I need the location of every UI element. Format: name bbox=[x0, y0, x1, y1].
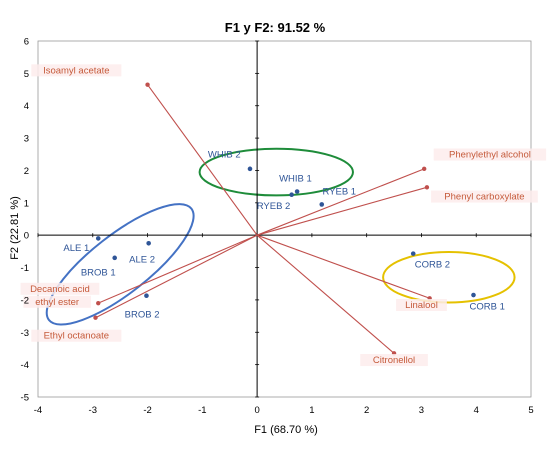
variable-label-bg bbox=[31, 329, 122, 342]
variable-vector bbox=[256, 234, 430, 299]
variable-label-bg bbox=[31, 64, 122, 77]
tick-labels: -4 -3 -2 -1 0 1 2 3 4 5 -5 -4 -3 -2 -1 0 1 2 3 4 5 6 bbox=[21, 37, 534, 417]
observation-label: BROB 1 bbox=[81, 267, 116, 278]
y-axis-label: F2 (22.81 %) bbox=[9, 196, 21, 260]
variable-point bbox=[421, 166, 427, 172]
variable-label-bg bbox=[431, 190, 538, 203]
variable-point bbox=[93, 315, 98, 320]
variable-vector bbox=[256, 234, 395, 354]
variable-label: Decanoic acid bbox=[30, 284, 90, 295]
observation-point bbox=[146, 240, 151, 246]
observation-point bbox=[319, 202, 325, 207]
x-tick-label: 2 bbox=[364, 405, 369, 416]
variable-label-bg bbox=[396, 299, 447, 311]
y-tick-label: 3 bbox=[24, 134, 29, 145]
observation-label: ALE 2 bbox=[129, 254, 155, 265]
variable-label: Isoamyl acetate bbox=[43, 65, 110, 76]
variable-vector bbox=[256, 168, 425, 236]
observation-label: WHIB 2 bbox=[208, 149, 241, 160]
observation-points bbox=[95, 166, 476, 299]
variable-label: ethyl ester bbox=[35, 297, 79, 308]
variable-label: Phenylethyl alcohol bbox=[449, 150, 531, 161]
y-tick-label: 6 bbox=[24, 37, 29, 48]
x-tick-label: 0 bbox=[254, 405, 259, 416]
observation-label: RYEB 2 bbox=[257, 201, 291, 212]
variable-point bbox=[96, 300, 101, 306]
x-tick-label: 3 bbox=[419, 405, 424, 416]
variable-label-bg bbox=[433, 148, 547, 161]
y-tick-label: -1 bbox=[21, 263, 29, 274]
observation-label: RYEB 1 bbox=[322, 186, 356, 197]
point-labels: Isoamyl acetate Phenylethyl alcohol Phenyl… bbox=[20, 64, 547, 367]
plot-frame bbox=[37, 40, 532, 398]
cluster-ellipse-1 bbox=[198, 147, 354, 197]
y-tick-label: 0 bbox=[24, 231, 29, 242]
observation-label: CORB 1 bbox=[469, 301, 504, 312]
y-tick-label: -2 bbox=[21, 295, 29, 306]
observation-point bbox=[112, 255, 117, 261]
y-tick-label: 5 bbox=[24, 69, 29, 80]
x-tick-label: -3 bbox=[89, 405, 97, 416]
observation-point bbox=[144, 293, 149, 299]
axes bbox=[37, 40, 532, 398]
cluster-ellipse-3 bbox=[382, 251, 516, 304]
observation-point bbox=[289, 192, 294, 198]
variable-label: Linalool bbox=[405, 300, 438, 311]
observation-point bbox=[410, 251, 416, 256]
variable-label-bg bbox=[23, 295, 91, 308]
chart-title: F1 y F2: 91.52 % bbox=[225, 20, 326, 35]
x-tick-label: -1 bbox=[198, 405, 206, 416]
x-tick-label: -2 bbox=[143, 405, 151, 416]
variable-vector bbox=[256, 186, 428, 236]
x-tick-label: 1 bbox=[309, 405, 314, 416]
cluster-ellipses bbox=[45, 147, 516, 326]
y-tick-label: -3 bbox=[21, 328, 29, 339]
observation-point bbox=[95, 236, 101, 241]
variable-label: Phenyl carboxylate bbox=[444, 192, 524, 203]
variable-vector bbox=[98, 234, 258, 304]
observation-point bbox=[471, 292, 476, 298]
y-tick-label: 2 bbox=[24, 166, 29, 177]
observation-label: BROB 2 bbox=[125, 309, 160, 320]
x-axis-label: F1 (68.70 %) bbox=[254, 424, 318, 436]
y-tick-label: 1 bbox=[24, 198, 29, 209]
observation-label: CORB 2 bbox=[415, 259, 450, 270]
x-tick-label: 4 bbox=[474, 405, 479, 416]
variable-label: Citronellol bbox=[373, 355, 415, 366]
observation-label: WHIB 1 bbox=[279, 174, 312, 185]
x-tick-label: -4 bbox=[34, 405, 42, 416]
y-tick-label: -4 bbox=[21, 360, 29, 371]
variable-vectors bbox=[93, 82, 432, 356]
y-tick-label: -5 bbox=[21, 393, 29, 404]
y-tick-label: 4 bbox=[24, 101, 29, 112]
variable-label: Ethyl octanoate bbox=[44, 331, 110, 342]
observation-label: ALE 1 bbox=[63, 243, 89, 254]
observation-point bbox=[294, 189, 300, 194]
observation-point bbox=[247, 166, 253, 172]
variable-label-bg bbox=[360, 354, 428, 367]
x-tick-label: 5 bbox=[528, 405, 533, 416]
variable-label-bg bbox=[20, 282, 100, 295]
variable-point bbox=[145, 82, 150, 87]
variable-point bbox=[424, 185, 430, 190]
variable-vector bbox=[147, 84, 258, 236]
variable-vector bbox=[95, 234, 258, 319]
cluster-ellipse-2 bbox=[45, 203, 195, 326]
